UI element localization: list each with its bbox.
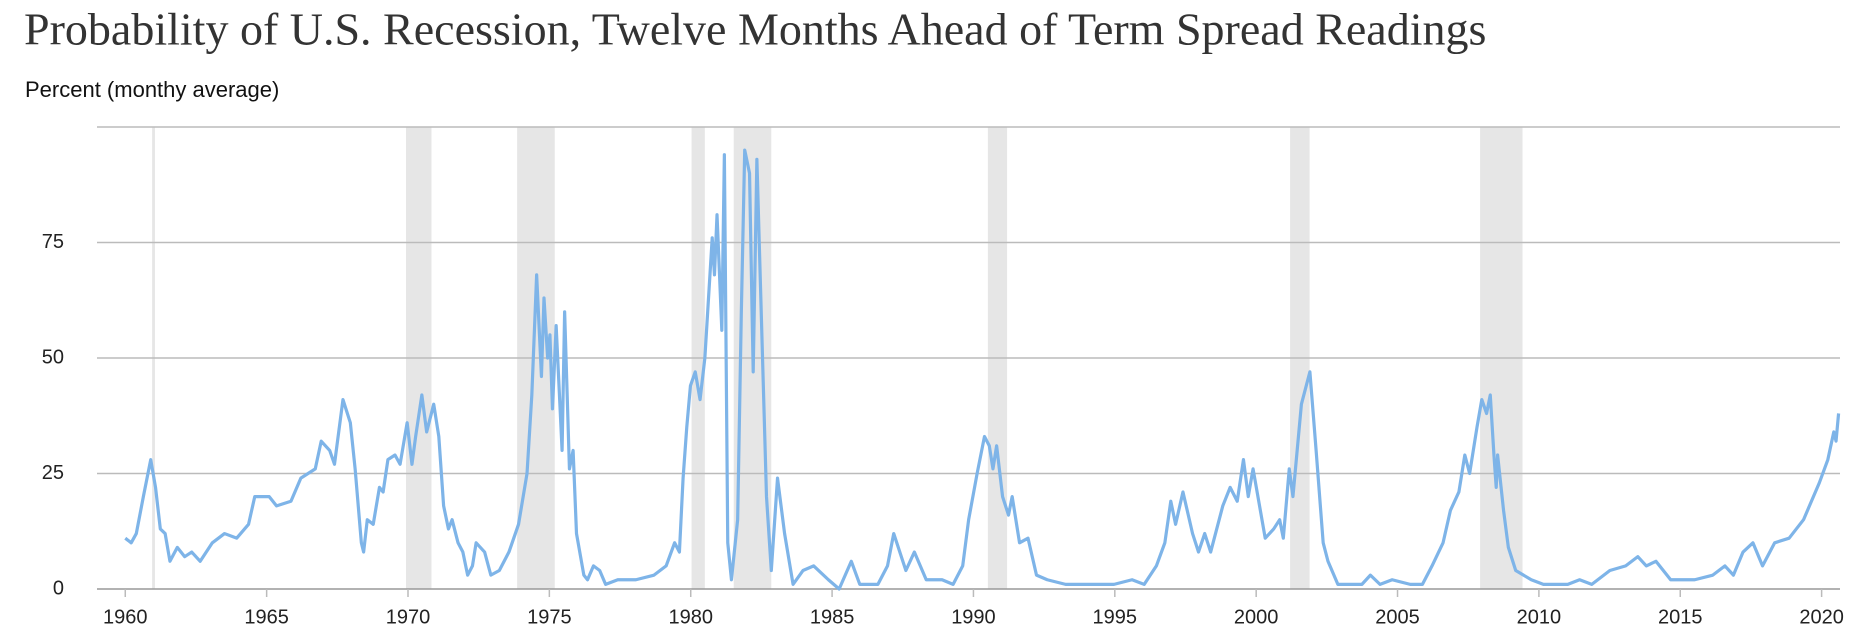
y-tick-label: 75: [42, 231, 64, 253]
x-tick-label: 2005: [1375, 606, 1420, 628]
chart-title: Probability of U.S. Recession, Twelve Mo…: [24, 4, 1486, 55]
y-tick-label: 0: [53, 577, 64, 599]
x-tick-label: 1965: [244, 606, 289, 628]
y-tick-label: 25: [42, 462, 64, 484]
y-axis-label: Percent (monthy average): [25, 77, 279, 102]
x-tick-label: 1985: [810, 606, 855, 628]
x-tick-label: 1980: [668, 606, 713, 628]
x-tick-label: 2000: [1234, 606, 1279, 628]
x-tick-label: 2015: [1658, 606, 1703, 628]
x-tick-label: 1960: [103, 606, 148, 628]
grid: [97, 126, 1840, 597]
y-tick-label: 50: [42, 346, 64, 368]
x-tick-label: 1995: [1093, 606, 1138, 628]
x-tick-label: 2020: [1799, 606, 1844, 628]
x-tick-label: 1970: [386, 606, 431, 628]
axis-labels: 0 25 50 75 1960 1965 1970 1975 1980 1985 1990 1995 2…: [42, 231, 1844, 629]
x-tick-label: 1990: [951, 606, 996, 628]
data-line: [124, 148, 1841, 591]
x-tick-label: 2010: [1517, 606, 1562, 628]
plot: [124, 148, 1841, 591]
x-tick-label: 1975: [527, 606, 572, 628]
